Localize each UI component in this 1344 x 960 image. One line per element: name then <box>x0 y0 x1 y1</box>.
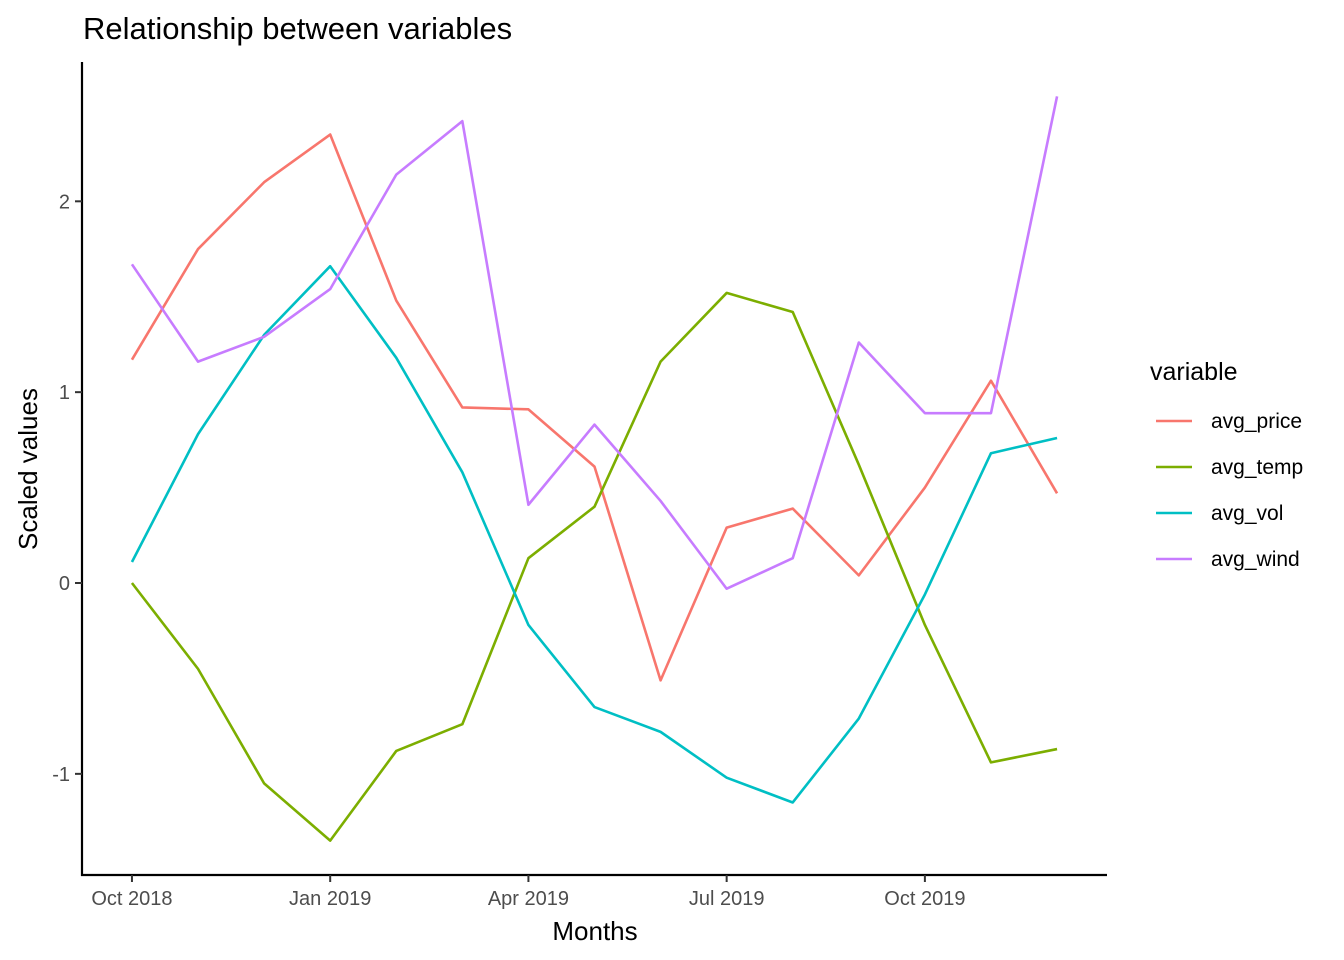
legend-item: avg_temp <box>1156 456 1303 479</box>
x-tick-label: Oct 2019 <box>884 888 965 910</box>
y-tick-label: -1 <box>52 764 70 786</box>
series-layer <box>130 96 1059 842</box>
y-tick-label: 0 <box>59 573 70 595</box>
x-tick-label: Oct 2018 <box>91 888 172 910</box>
y-axis-ticks: -1 0 1 2 <box>52 191 82 786</box>
x-axis-title: Months <box>552 916 637 946</box>
x-tick-label: Jan 2019 <box>289 888 371 910</box>
legend-item: avg_wind <box>1156 548 1300 571</box>
legend-items: avg_price avg_temp avg_vol avg_wind <box>1156 410 1303 571</box>
legend-item: avg_vol <box>1156 502 1283 525</box>
legend-item: avg_price <box>1156 410 1302 433</box>
series-line-avg-temp <box>130 291 1058 842</box>
series-line-avg-price <box>130 133 1059 682</box>
x-tick-label: Jul 2019 <box>689 888 765 910</box>
y-axis-title: Scaled values <box>13 388 43 550</box>
legend: variable avg_price avg_temp avg_vol avg_win… <box>1150 358 1303 571</box>
y-tick-label: 1 <box>59 382 70 404</box>
chart-title: Relationship between variables <box>83 11 512 46</box>
legend-label: avg_price <box>1211 410 1302 433</box>
series-line-avg-vol <box>130 264 1058 804</box>
legend-label: avg_wind <box>1211 548 1300 571</box>
legend-label: avg_temp <box>1211 456 1303 479</box>
legend-title: variable <box>1150 358 1238 386</box>
x-axis-ticks: Oct 2018 Jan 2019 Apr 2019 Jul 2019 Oct 2019 <box>91 875 965 910</box>
x-tick-label: Apr 2019 <box>488 888 569 910</box>
series-line-avg-wind <box>130 96 1059 591</box>
legend-label: avg_vol <box>1211 502 1283 525</box>
y-tick-label: 2 <box>59 191 70 213</box>
